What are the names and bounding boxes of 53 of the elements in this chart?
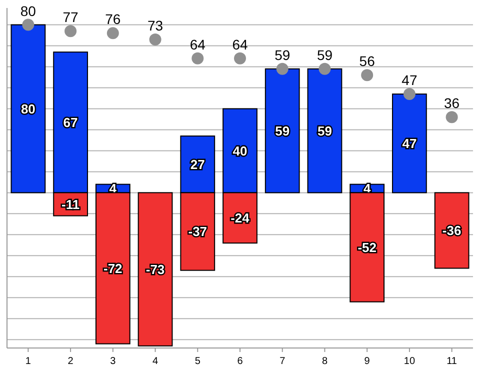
point xyxy=(149,33,162,46)
x-tick-label: 5 xyxy=(194,356,201,367)
point xyxy=(234,52,246,64)
point xyxy=(361,69,374,82)
data-label: -37 xyxy=(188,224,208,240)
x-tick-label: 2 xyxy=(68,356,74,367)
point xyxy=(446,111,458,124)
data-label: 80 xyxy=(20,2,36,19)
point xyxy=(403,88,416,100)
point xyxy=(276,62,288,75)
data-label: -52 xyxy=(358,240,376,255)
data-label: 59 xyxy=(274,46,290,63)
data-label: 27 xyxy=(190,156,205,172)
x-tick-label: 8 xyxy=(322,356,328,367)
data-label: 77 xyxy=(62,9,79,26)
data-label: 67 xyxy=(63,114,78,130)
data-label: 47 xyxy=(402,72,418,88)
x-tick-label: 4 xyxy=(152,356,158,367)
point xyxy=(22,18,34,31)
point xyxy=(318,62,331,75)
point xyxy=(106,27,119,40)
x-tick-label: 6 xyxy=(237,356,244,367)
data-label: -11 xyxy=(62,196,80,212)
bar xyxy=(434,192,470,269)
bar xyxy=(10,24,46,194)
data-label: 64 xyxy=(232,36,248,52)
bar xyxy=(138,192,173,346)
point xyxy=(64,25,77,38)
data-label: -73 xyxy=(146,262,165,277)
bar xyxy=(264,68,300,194)
data-label: 36 xyxy=(444,95,460,112)
data-label: -36 xyxy=(442,223,462,238)
data-label: -24 xyxy=(230,210,250,226)
point xyxy=(192,52,204,64)
data-label: -72 xyxy=(104,260,122,276)
x-tick-label: 10 xyxy=(404,356,416,367)
data-label: 59 xyxy=(275,123,290,138)
data-label: 59 xyxy=(316,46,333,63)
data-label: 40 xyxy=(232,143,248,158)
x-tick-label: 7 xyxy=(280,356,286,367)
data-label: 56 xyxy=(359,53,376,70)
data-label: 47 xyxy=(402,136,417,151)
x-tick-label: 11 xyxy=(446,356,458,367)
x-tick-label: 9 xyxy=(364,356,370,367)
data-label: 80 xyxy=(20,101,36,116)
x-tick-label: 3 xyxy=(110,356,116,367)
data-label: 64 xyxy=(190,36,206,52)
x-tick-label: 1 xyxy=(25,356,32,367)
bar xyxy=(392,94,427,194)
data-label: 73 xyxy=(147,17,164,34)
data-label: 59 xyxy=(317,123,332,138)
bar xyxy=(307,68,342,194)
data-label: 76 xyxy=(105,11,121,28)
